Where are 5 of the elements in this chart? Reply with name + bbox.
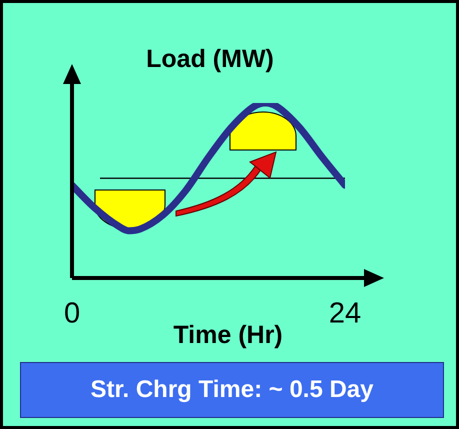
text: Str. Chrg Time: ~ 0.5 Day [20, 362, 444, 418]
x-tick-label: 0 [64, 298, 80, 330]
x-tick-label: 24 [328, 298, 362, 330]
x-axis-title: Time (Hr) [173, 321, 283, 350]
y-axis-title: Load (MW) [146, 45, 274, 74]
